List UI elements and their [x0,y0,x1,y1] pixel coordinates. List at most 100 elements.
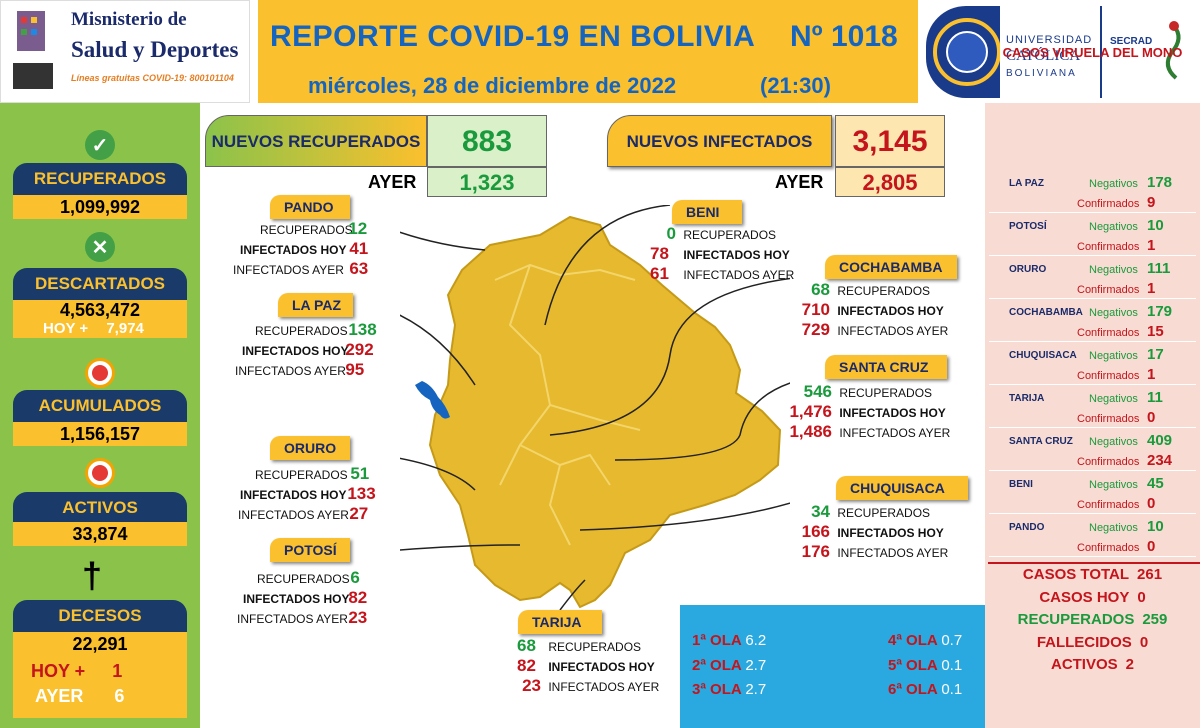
monkeypox-summary-row: RECUPERADOS 259 [985,611,1200,634]
tarija-ayer: 23 [522,676,541,695]
cochabamba-stats: 68 RECUPERADOS 710 INFECTADOS HOY 729 IN… [792,280,949,340]
chuquisaca-rec: 34 [811,502,830,521]
potosi-ayer: 23 [348,608,368,627]
monkeypox-neg-value: 10 [1147,518,1164,535]
monkeypox-neg-value: 111 [1147,260,1171,277]
tarija-tag: TARIJA [518,610,602,634]
infectados-ayer-value: 2,805 [835,167,945,197]
wave-3: 3ª OLA 2.7 [692,681,767,698]
secrad-label: SECRAD [1110,36,1153,47]
decesos-ayer-label: AYER [35,686,84,706]
monkeypox-neg-value: 409 [1147,432,1173,449]
recuperados-ayer-value: 1,323 [427,167,547,197]
monkeypox-row: BENI Negativos 45 Confirmados 0 [989,471,1196,514]
monkeypox-row: CHUQUISACA Negativos 17 Confirmados 1 [989,342,1196,385]
monkeypox-dep: ORURO [1009,264,1047,275]
recuperados-ayer-label: AYER [368,172,417,192]
virus-icon [85,358,115,388]
decesos-hoy-value: 1 [112,661,123,681]
chuquisaca-tag: CHUQUISACA [836,476,968,500]
monkeypox-conf-label: Confirmados [1077,413,1140,425]
cochabamba-rec: 68 [811,280,830,299]
pando-hoy: 41 [349,239,369,258]
wave-6: 6ª OLA 0.1 [888,681,963,698]
tarija-arrow [559,579,586,611]
santacruz-hoy: 1,476 [789,402,832,421]
monkeypox-summary-value: 0 [1137,588,1146,606]
monkeypox-dep: PANDO [1009,522,1045,533]
descartados-hoy-value: 7,974 [106,320,144,337]
monkeypox-dep: BENI [1009,479,1033,490]
ucb-line3: BOLIVIANA [1006,68,1077,79]
monkeypox-row: POTOSÍ Negativos 10 Confirmados 1 [989,213,1196,256]
monkeypox-conf-label: Confirmados [1077,370,1140,382]
wave-5: 5ª OLA 0.1 [888,657,963,674]
wave-1: 1ª OLA 6.2 [692,632,767,649]
oruro-hoy: 133 [347,484,376,503]
oruro-arrow [400,457,476,491]
monkeypox-conf-value: 0 [1147,538,1156,555]
divider [988,562,1200,564]
report-title: REPORTE COVID-19 EN BOLIVIA [270,20,756,53]
monkeypox-neg-label: Negativos [1089,307,1138,319]
tarija-stats: 68 RECUPERADOS 82 INFECTADOS HOY 23 INFE… [517,636,660,695]
chuquisaca-ayer: 176 [801,542,830,561]
recuperados-value: 1,099,992 [13,195,187,219]
monkeypox-conf-value: 0 [1147,409,1156,426]
monkeypox-dep: LA PAZ [1009,178,1044,189]
monkeypox-neg-value: 10 [1147,217,1164,234]
report-time: (21:30) [760,73,831,98]
check-icon: ✓ [85,130,115,160]
decesos-value: 22,291 [72,634,128,654]
monkeypox-summary: CASOS TOTAL 261 CASOS HOY 0 RECUPERADOS 259 FA… [985,566,1200,679]
monkeypox-row: COCHABAMBA Negativos 179 Confirmados 15 [989,299,1196,342]
santacruz-arrow [614,382,790,461]
monkeypox-dep: SANTA CRUZ [1009,436,1073,447]
infectados-ayer-label: AYER [775,172,824,192]
ministry-line1: Misnisterio de [71,9,187,30]
monkeypox-panel [985,103,1200,728]
descartados-label: DESCARTADOS [13,268,187,300]
lapaz-tag: LA PAZ [278,293,353,317]
lapaz-hoy: 292 [345,340,374,359]
ministry-header: Misnisterio de Salud y Deportes Líneas g… [0,0,250,103]
monkeypox-neg-value: 178 [1147,174,1173,191]
descartados-box: 4,563,472 HOY + 7,974 [13,300,187,338]
monkeypox-summary-row: FALLECIDOS 0 [985,634,1200,657]
oruro-stats: RECUPERADOS 51 INFECTADOS HOY 133 INFECT… [238,464,376,523]
pando-rec: 12 [348,219,368,238]
partners-header: UNIVERSIDAD CATÓLICA BOLIVIANA SECRAD [918,0,1200,103]
monkeypox-dep: POTOSÍ [1009,221,1047,232]
report-number: Nº 1018 [790,20,898,53]
monkeypox-conf-value: 1 [1147,280,1156,297]
ucb-seal-icon [933,18,1001,86]
oruro-rec: 51 [350,464,370,483]
monkeypox-conf-value: 1 [1147,366,1156,383]
monkeypox-dep: COCHABAMBA [1009,307,1083,318]
cochabamba-ayer: 729 [801,320,830,339]
descartados-hoy-label: HOY + [43,320,89,337]
monkeypox-summary-label: CASOS HOY [1039,588,1130,606]
beni-rec: 0 [666,224,676,243]
secrad-logo-area [1102,4,1198,100]
nuevos-recuperados-value: 883 [427,115,547,167]
beni-stats: 0 RECUPERADOS 78 INFECTADOS HOY 61 INFEC… [650,224,795,283]
virus-icon [85,458,115,488]
monkeypox-conf-label: Confirmados [1077,499,1140,511]
monkeypox-summary-value: 261 [1137,566,1163,583]
acumulados-value: 1,156,157 [13,422,187,446]
lake-titicaca-icon [415,381,450,419]
santacruz-ayer: 1,486 [789,422,832,441]
potosi-stats: RECUPERADOS 6 INFECTADOS HOY 82 INFECTAD… [237,568,368,627]
monkeypox-summary-label: RECUPERADOS [1017,611,1135,628]
hotline-text: Líneas gratuitas COVID-19: 800101104 [71,73,234,83]
decesos-hoy-label: HOY + [31,661,86,681]
santacruz-tag: SANTA CRUZ [825,355,947,379]
monkeypox-summary-value: 259 [1142,611,1168,628]
monkeypox-conf-label: Confirmados [1077,198,1140,210]
beni-ayer: 61 [650,264,669,283]
lapaz-rec: 138 [348,320,377,339]
oruro-tag: ORURO [270,436,350,460]
monkeypox-conf-label: Confirmados [1077,456,1140,468]
monkeypox-neg-value: 17 [1147,346,1164,363]
